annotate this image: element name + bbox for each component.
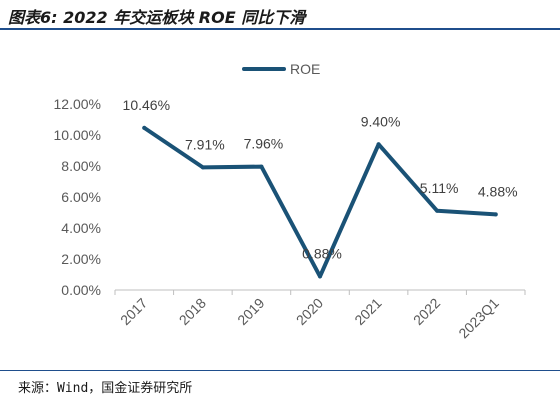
data-label: 7.91% bbox=[185, 136, 225, 152]
y-tick-label: 8.00% bbox=[61, 158, 101, 174]
x-tick-label: 2023Q1 bbox=[455, 295, 502, 342]
y-tick-label: 10.00% bbox=[54, 127, 101, 143]
data-point bbox=[318, 274, 322, 279]
data-label: 4.88% bbox=[478, 183, 518, 199]
data-point bbox=[435, 208, 440, 213]
y-tick-label: 0.00% bbox=[61, 282, 101, 298]
data-label: 10.46% bbox=[123, 97, 170, 113]
y-tick-label: 6.00% bbox=[61, 189, 101, 205]
x-tick-label: 2020 bbox=[293, 295, 326, 328]
footer-divider bbox=[0, 370, 560, 371]
data-point bbox=[142, 125, 147, 130]
data-labels: 10.46% 7.91% 7.96% 0.88% 9.40% 5.11% 4.88% bbox=[123, 97, 518, 261]
data-point bbox=[200, 165, 205, 170]
y-tick-label: 12.00% bbox=[54, 96, 101, 112]
legend: ROE bbox=[242, 61, 320, 77]
title-divider bbox=[0, 28, 560, 30]
legend-label-roe: ROE bbox=[290, 61, 320, 77]
data-point bbox=[376, 142, 381, 147]
x-axis: 2017 2018 2019 2020 2021 2022 2023Q1 bbox=[114, 289, 526, 342]
y-tick-label: 4.00% bbox=[61, 220, 101, 236]
x-tick-label: 2021 bbox=[351, 295, 384, 328]
chart-title: 图表6: 2022 年交运板块 ROE 同比下滑 bbox=[8, 8, 306, 27]
x-tick-label: 2017 bbox=[117, 295, 150, 328]
line-chart: ROE 0.00% 2.00% 4.00% 6.00% 8.00% 10.00% 12.00… bbox=[54, 61, 526, 342]
data-label: 5.11% bbox=[420, 180, 459, 196]
x-tick-label: 2018 bbox=[176, 295, 209, 328]
x-tick-label: 2022 bbox=[410, 295, 443, 328]
x-tick-label: 2019 bbox=[234, 295, 267, 328]
data-label: 0.88% bbox=[302, 245, 342, 261]
data-label: 9.40% bbox=[361, 113, 401, 129]
y-axis: 0.00% 2.00% 4.00% 6.00% 8.00% 10.00% 12.00% bbox=[54, 96, 101, 298]
data-label: 7.96% bbox=[244, 136, 284, 152]
series-roe bbox=[142, 125, 498, 279]
data-point bbox=[259, 164, 264, 169]
source-note: 来源：Wind，国金证券研究所 bbox=[18, 381, 193, 396]
y-tick-label: 2.00% bbox=[61, 251, 101, 267]
data-point bbox=[493, 212, 498, 217]
